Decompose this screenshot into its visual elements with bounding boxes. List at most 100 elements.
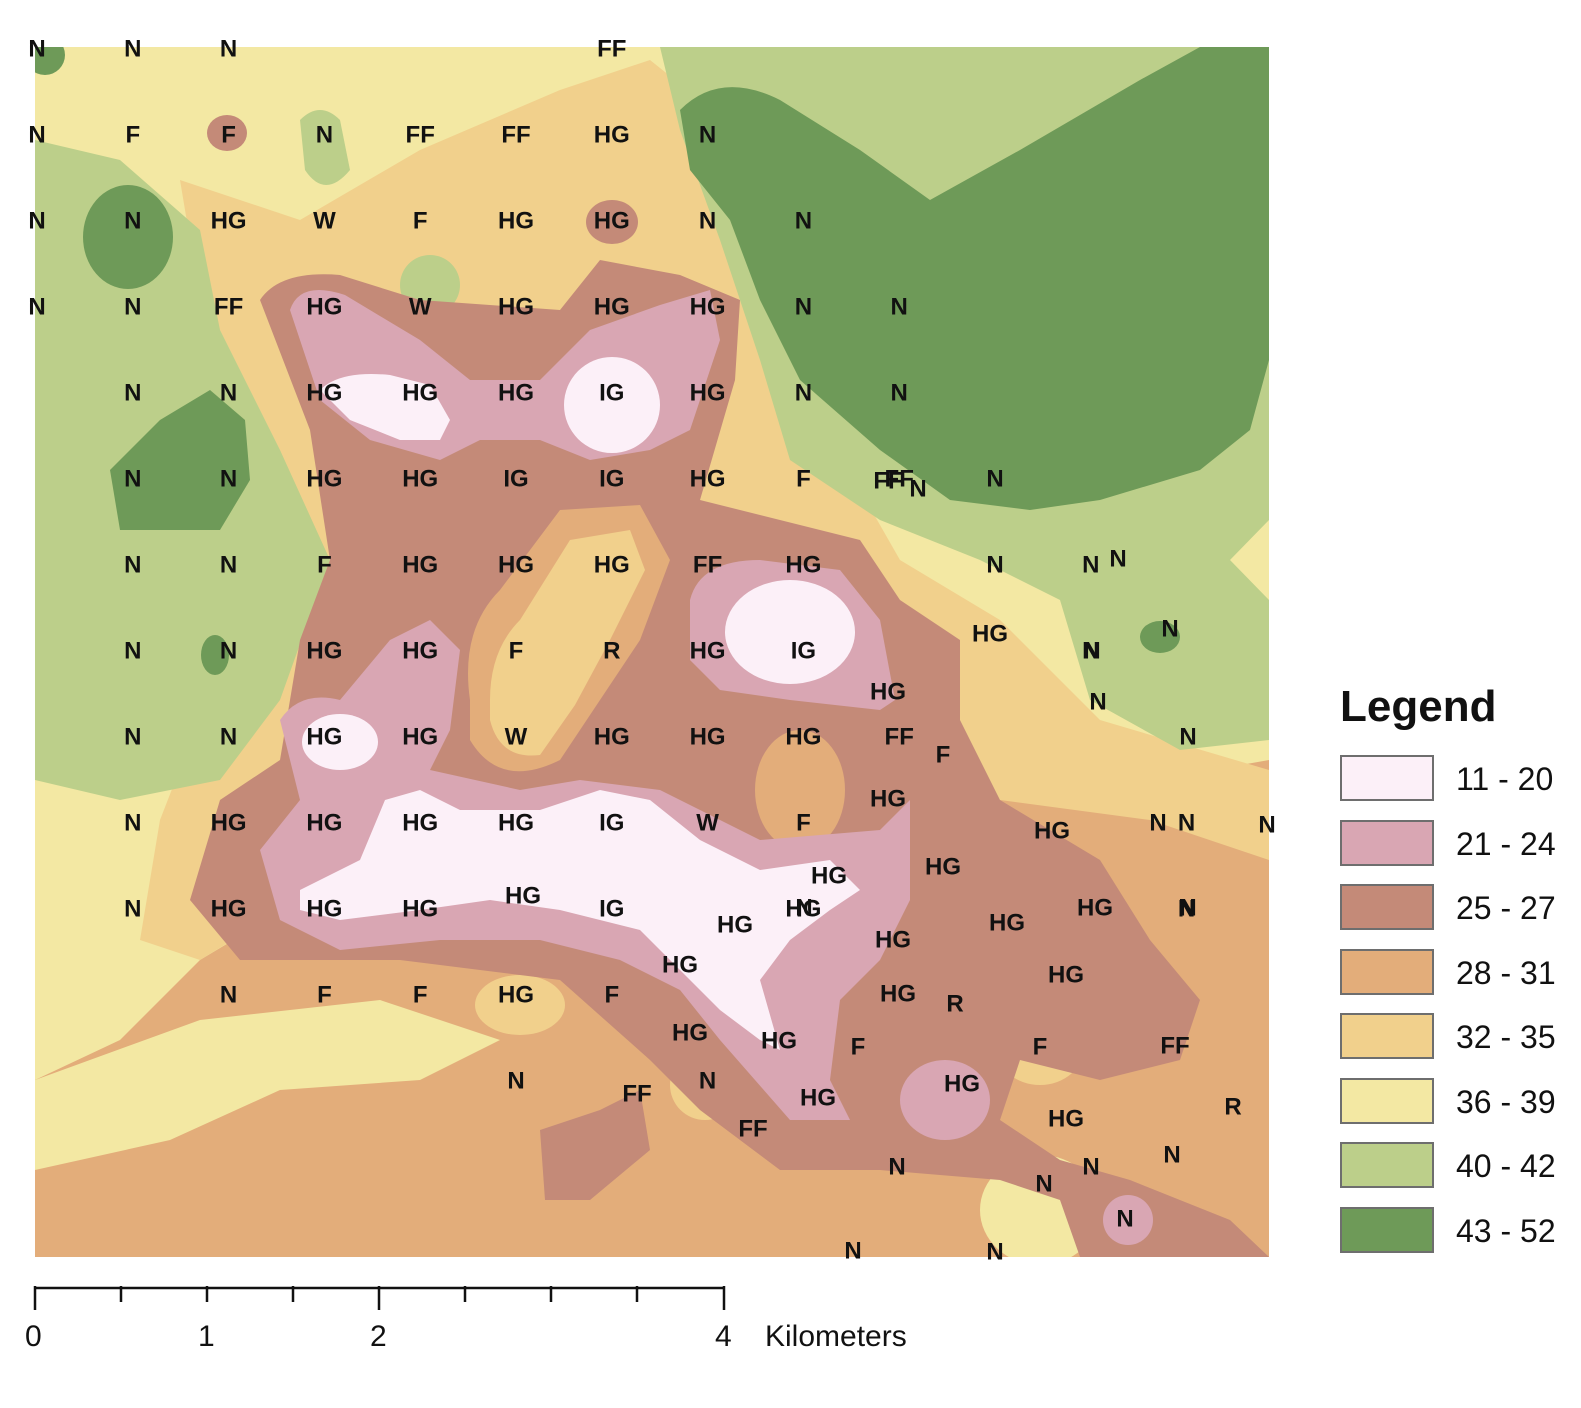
zone-21-24-small [1103, 1195, 1153, 1245]
point-label: F [509, 637, 524, 664]
legend-swatch [1340, 948, 1434, 995]
point-label: N [699, 121, 716, 148]
zone-43-52-northwest [83, 185, 173, 289]
point-label: HG [498, 207, 534, 234]
map-area [35, 47, 1269, 1257]
point-label: N [1082, 551, 1099, 578]
point-label: FF [885, 465, 914, 492]
point-label: HG [211, 809, 247, 836]
point-label: HG [1077, 894, 1113, 921]
legend-title: Legend [1340, 682, 1497, 731]
point-label: HG [402, 895, 438, 922]
point-label: N [699, 1067, 716, 1094]
point-label: HG [594, 723, 630, 750]
point-label: FF [693, 551, 722, 578]
point-label: N [888, 1153, 905, 1180]
point-label: N [220, 465, 237, 492]
point-label: N [844, 1237, 861, 1264]
point-label: N [1109, 545, 1126, 572]
point-label: N [220, 637, 237, 664]
legend-item: 32 - 35 [1340, 1013, 1570, 1063]
point-label: FF [873, 467, 902, 494]
point-label: HG [402, 723, 438, 750]
point-label: HG [402, 809, 438, 836]
legend-label: 43 - 52 [1456, 1212, 1556, 1249]
legend-label: 21 - 24 [1456, 825, 1556, 862]
point-label: HG [870, 785, 906, 812]
point-label: HG [1034, 817, 1070, 844]
point-label: HG [594, 293, 630, 320]
point-label: F [317, 551, 332, 578]
zone-43-52-small-2 [1140, 621, 1180, 653]
point-label: N [1161, 615, 1178, 642]
point-label: N [124, 637, 141, 664]
point-label: N [28, 293, 45, 320]
point-label: HG [498, 981, 534, 1008]
point-label: W [313, 207, 336, 234]
point-label: N [124, 35, 141, 62]
point-label: N [1082, 637, 1099, 664]
point-label: HG [944, 1070, 980, 1097]
point-label: HG [306, 293, 342, 320]
zone-25-27-blob2 [207, 115, 247, 151]
zone-32-35-s-blob [475, 975, 565, 1035]
point-label: HG [785, 723, 821, 750]
point-label: HG [498, 293, 534, 320]
point-label: HG [811, 862, 847, 889]
zone-40-42-north [300, 110, 350, 185]
point-label: HG [306, 723, 342, 750]
zone-36-39-south [35, 1000, 500, 1170]
zone-11-20-hg-west [302, 714, 378, 770]
point-label: N [124, 809, 141, 836]
point-label: FF [738, 1115, 767, 1142]
point-label: N [1035, 1170, 1052, 1197]
point-label: R [1224, 1093, 1241, 1120]
point-label: F [413, 981, 428, 1008]
point-label: N [1178, 809, 1195, 836]
point-label: HG [594, 207, 630, 234]
scale-label-1: 1 [198, 1320, 215, 1353]
point-label: N [1089, 688, 1106, 715]
point-label: HG [761, 1027, 797, 1054]
point-label: N [1179, 894, 1196, 921]
legend-item: 11 - 20 [1340, 755, 1570, 805]
legend-item: 21 - 24 [1340, 819, 1570, 870]
point-label: HG [989, 909, 1025, 936]
point-label: HG [785, 551, 821, 578]
point-label: F [221, 121, 236, 148]
point-label: F [796, 809, 811, 836]
point-label: HG [870, 678, 906, 705]
point-label: HG [690, 723, 726, 750]
point-label: HG [402, 465, 438, 492]
point-label: N [220, 379, 237, 406]
point-label: HG [785, 895, 821, 922]
point-label: F [317, 981, 332, 1008]
legend-label: 32 - 35 [1456, 1019, 1556, 1055]
legend-swatch [1340, 884, 1434, 930]
legend-swatch [1340, 755, 1434, 801]
point-label: HG [306, 379, 342, 406]
point-label: N [28, 35, 45, 62]
legend-swatch [1340, 1077, 1434, 1124]
point-label: N [699, 207, 716, 234]
point-label: N [1179, 723, 1196, 750]
point-label: HG [402, 551, 438, 578]
point-label: F [936, 741, 951, 768]
zone-25-27-core [190, 260, 1269, 1257]
point-label: N [220, 981, 237, 1008]
scale-bar [33, 1286, 726, 1310]
point-label: IG [599, 465, 624, 492]
point-label: HG [211, 895, 247, 922]
point-label: HG [800, 1084, 836, 1111]
point-label: HG [690, 637, 726, 664]
point-label: HG [306, 465, 342, 492]
scale-label-4: 4 [715, 1320, 732, 1353]
point-label: HG [662, 951, 698, 978]
legend-swatch [1340, 1142, 1434, 1188]
point-label: N [124, 207, 141, 234]
point-label: FF [622, 1080, 651, 1107]
point-label: N [28, 121, 45, 148]
legend-label: 40 - 42 [1456, 1148, 1556, 1184]
point-label: N [220, 35, 237, 62]
